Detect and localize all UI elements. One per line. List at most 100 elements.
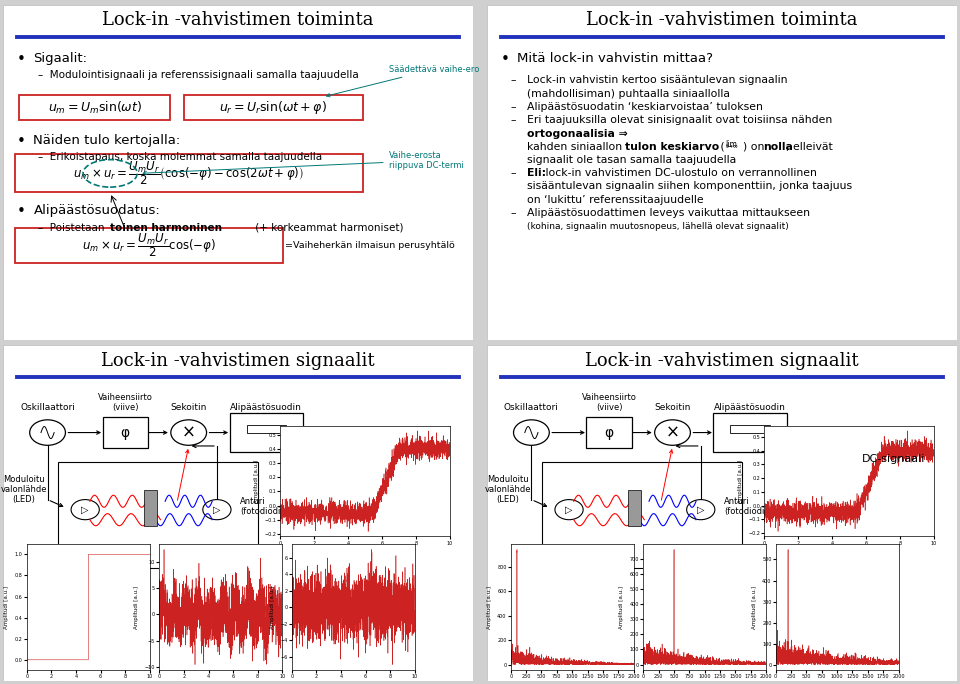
Text: ortogonaalisia ⇒: ortogonaalisia ⇒ — [527, 129, 628, 139]
Text: Mitä lock-in vahvistin mittaa?: Mitä lock-in vahvistin mittaa? — [517, 52, 713, 65]
Y-axis label: Amplitudi [a.u.]: Amplitudi [a.u.] — [134, 586, 139, 629]
Text: $u_m \times u_r = \dfrac{U_m U_r}{2}\cos(-\varphi)$: $u_m \times u_r = \dfrac{U_m U_r}{2}\cos… — [82, 232, 216, 259]
FancyBboxPatch shape — [229, 413, 303, 452]
Text: ) on: ) on — [743, 142, 768, 152]
Text: •: • — [501, 52, 510, 67]
Text: •: • — [17, 134, 26, 149]
FancyBboxPatch shape — [247, 425, 286, 432]
Text: Alipäästösuodattimen leveys vaikuttaa mittaukseen: Alipäästösuodattimen leveys vaikuttaa mi… — [527, 208, 809, 218]
Text: on ‘lukittu’ referenssitaajuudelle: on ‘lukittu’ referenssitaajuudelle — [527, 195, 704, 205]
Text: Alipäästösuodatin ‘keskiarvoistaa’ tuloksen: Alipäästösuodatin ‘keskiarvoistaa’ tulok… — [527, 102, 762, 112]
Text: ▷: ▷ — [213, 505, 221, 514]
FancyBboxPatch shape — [58, 462, 258, 568]
Text: Vaihe-erosta
riippuva DC-termi: Vaihe-erosta riippuva DC-termi — [143, 151, 464, 174]
Text: Moduloitu
valonlähde
(LED): Moduloitu valonlähde (LED) — [1, 475, 47, 504]
FancyBboxPatch shape — [14, 228, 283, 263]
Text: Lock-in vahvistin kertoo sisääntulevan signaalin: Lock-in vahvistin kertoo sisääntulevan s… — [527, 75, 787, 86]
Text: , elleivät: , elleivät — [786, 142, 832, 152]
Text: Eri taajuuksilla olevat sinisignaalit ovat toisiinsa nähden: Eri taajuuksilla olevat sinisignaalit ov… — [527, 116, 832, 125]
Text: toinen harmoninen: toinen harmoninen — [110, 223, 222, 233]
Text: Lock-in -vahvistimen signaalit: Lock-in -vahvistimen signaalit — [101, 352, 375, 369]
Text: Sekoitin: Sekoitin — [171, 404, 206, 412]
Text: Sigaalit:: Sigaalit: — [34, 52, 87, 65]
Y-axis label: Amplitudi [a.u.]: Amplitudi [a.u.] — [487, 586, 492, 629]
Text: $u_m \times u_r = \dfrac{U_m U_r}{2}\left(\cos(-\varphi) - \cos(2\omega t + \var: $u_m \times u_r = \dfrac{U_m U_r}{2}\lef… — [73, 159, 304, 187]
Text: •: • — [17, 205, 26, 219]
Text: –  Erikoistapaus, koska molemmat samalla taajuudella: – Erikoistapaus, koska molemmat samalla … — [38, 153, 323, 162]
Circle shape — [30, 420, 65, 445]
FancyBboxPatch shape — [103, 417, 148, 447]
Text: φ: φ — [121, 425, 130, 440]
Text: –: – — [511, 102, 516, 112]
Text: → Ulostulo: → Ulostulo — [828, 428, 878, 438]
Text: (mahdollisiman) puhtaalla siniaallolla: (mahdollisiman) puhtaalla siniaallolla — [527, 89, 730, 99]
Text: –  Poistetaan: – Poistetaan — [38, 223, 108, 233]
Text: Lock-in -vahvistimen toiminta: Lock-in -vahvistimen toiminta — [587, 11, 857, 29]
X-axis label: Aika [s]: Aika [s] — [354, 551, 375, 556]
Y-axis label: Amplitudi [a.u.]: Amplitudi [a.u.] — [5, 586, 10, 629]
Text: Anturi
(fotodiodi): Anturi (fotodiodi) — [240, 497, 284, 516]
Text: kahden siniaallon: kahden siniaallon — [527, 142, 625, 152]
Circle shape — [71, 499, 99, 520]
Circle shape — [171, 420, 206, 445]
Text: (: ( — [717, 142, 725, 152]
Text: φ: φ — [605, 425, 613, 440]
Text: Vaiheensiirto
(viive): Vaiheensiirto (viive) — [582, 393, 636, 412]
Text: Anturi
(fotodiodi): Anturi (fotodiodi) — [724, 497, 768, 516]
Text: Vaiheensiirto
(viive): Vaiheensiirto (viive) — [98, 393, 153, 412]
Text: ▷: ▷ — [82, 505, 89, 514]
FancyBboxPatch shape — [19, 95, 170, 120]
FancyBboxPatch shape — [541, 462, 742, 568]
Text: Mittaus: Mittaus — [562, 557, 595, 566]
Text: $u_r = U_r \sin(\omega t + \varphi)$: $u_r = U_r \sin(\omega t + \varphi)$ — [220, 99, 327, 116]
Text: DC-signaali: DC-signaali — [862, 454, 925, 464]
Text: signaalit ole tasan samalla taajuudella: signaalit ole tasan samalla taajuudella — [527, 155, 736, 165]
Text: sisääntulevan signaalin siihen komponenttiin, jonka taajuus: sisääntulevan signaalin siihen komponent… — [527, 181, 852, 192]
Text: Lock-in -vahvistimen toiminta: Lock-in -vahvistimen toiminta — [103, 11, 373, 29]
Text: Sekoitin: Sekoitin — [655, 404, 690, 412]
Text: –: – — [511, 168, 516, 178]
Text: –: – — [511, 116, 516, 125]
FancyBboxPatch shape — [587, 417, 632, 447]
Text: Säädettävä vaihe-ero: Säädettävä vaihe-ero — [326, 65, 479, 97]
Y-axis label: Amplitudi [a.u.]: Amplitudi [a.u.] — [270, 586, 275, 629]
Text: Näiden tulo kertojalla:: Näiden tulo kertojalla: — [34, 134, 180, 147]
FancyBboxPatch shape — [713, 413, 787, 452]
Bar — [628, 490, 641, 527]
Text: •: • — [17, 52, 26, 67]
Text: (+ korkeammat harmoniset): (+ korkeammat harmoniset) — [252, 223, 404, 233]
Text: ×: × — [181, 423, 196, 442]
Text: lim: lim — [726, 140, 737, 148]
Y-axis label: Amplitudi [a.u.]: Amplitudi [a.u.] — [619, 586, 624, 629]
Y-axis label: Amplitudi [a.u.]: Amplitudi [a.u.] — [253, 460, 259, 503]
Text: → Ulostulo: → Ulostulo — [344, 428, 395, 438]
X-axis label: Aika [s]: Aika [s] — [838, 551, 859, 556]
Text: t→∞: t→∞ — [726, 144, 738, 149]
Text: Oskillaattori: Oskillaattori — [504, 404, 559, 412]
Text: (kohina, signaalin muutosnopeus, lähellä olevat signaalit): (kohina, signaalin muutosnopeus, lähellä… — [527, 222, 788, 231]
Circle shape — [203, 499, 231, 520]
FancyBboxPatch shape — [184, 95, 363, 120]
Text: ▷: ▷ — [697, 505, 705, 514]
Y-axis label: Amplitudi [a.u.]: Amplitudi [a.u.] — [737, 460, 743, 503]
Circle shape — [555, 499, 583, 520]
Text: ×: × — [665, 423, 680, 442]
Text: –: – — [511, 75, 516, 86]
Text: nolla: nolla — [763, 142, 793, 152]
FancyBboxPatch shape — [731, 425, 770, 432]
Text: Oskillaattori: Oskillaattori — [20, 404, 75, 412]
Text: $u_m = U_m \sin(\omega t)$: $u_m = U_m \sin(\omega t)$ — [48, 100, 142, 116]
FancyBboxPatch shape — [14, 154, 363, 192]
Y-axis label: Amplitudi [a.u.]: Amplitudi [a.u.] — [752, 586, 756, 629]
Text: Alipäästösuodatus:: Alipäästösuodatus: — [34, 205, 160, 218]
Circle shape — [514, 420, 549, 445]
Text: –: – — [511, 208, 516, 218]
Bar — [144, 490, 157, 527]
Text: lock-in vahvistimen DC-ulostulo on verrannollinen: lock-in vahvistimen DC-ulostulo on verra… — [542, 168, 817, 178]
Text: ▷: ▷ — [565, 505, 573, 514]
Text: =Vaiheherkän ilmaisun perusyhtälö: =Vaiheherkän ilmaisun perusyhtälö — [285, 241, 455, 250]
Text: Mittaus: Mittaus — [78, 557, 111, 566]
Circle shape — [686, 499, 715, 520]
Text: Lock-in -vahvistimen signaalit: Lock-in -vahvistimen signaalit — [585, 352, 859, 369]
Text: Alipäästösuodin: Alipäästösuodin — [230, 404, 302, 412]
